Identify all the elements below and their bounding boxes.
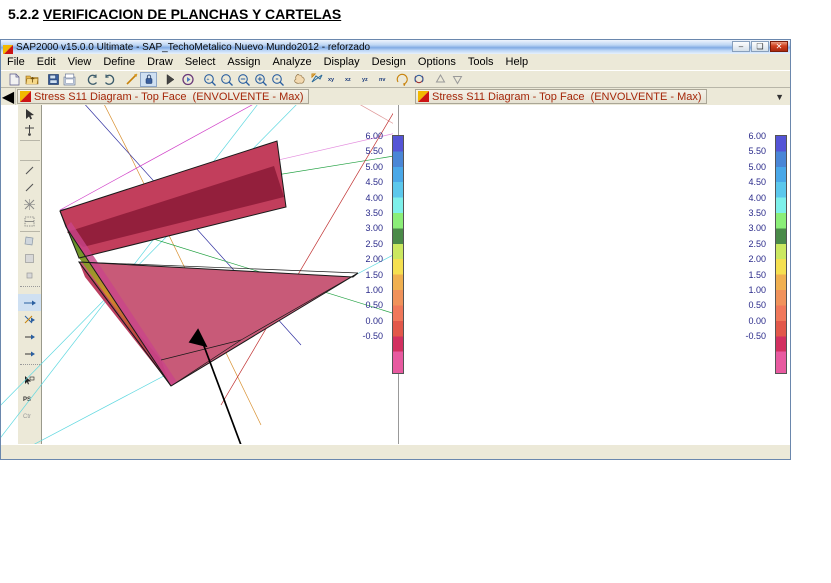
svg-text:xy: xy bbox=[328, 77, 335, 83]
svg-text:yz: yz bbox=[362, 77, 368, 83]
svg-text:+: + bbox=[206, 77, 209, 83]
svg-text:-: - bbox=[223, 77, 225, 83]
svg-text:xz: xz bbox=[345, 77, 351, 83]
svg-text:nv: nv bbox=[379, 77, 386, 83]
